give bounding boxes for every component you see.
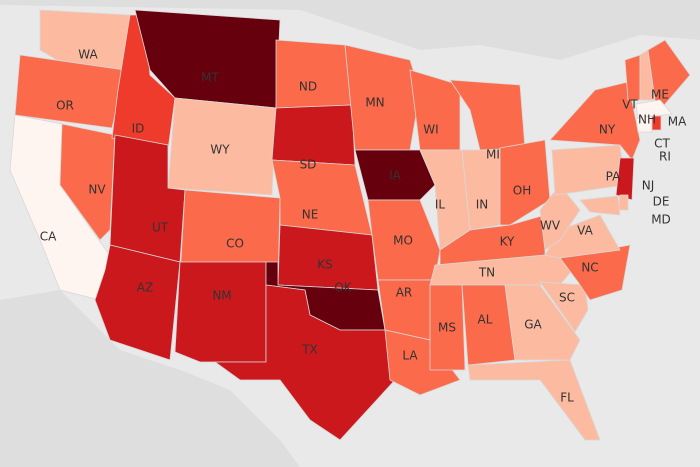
state-label: KS (317, 258, 333, 272)
state-label: ME (651, 88, 669, 102)
state (271, 104, 356, 166)
state (647, 39, 691, 111)
state-label: CA (40, 230, 57, 244)
state-label: CO (226, 237, 244, 251)
state-label: CT (654, 137, 670, 151)
state-label: MS (438, 321, 456, 335)
state (344, 44, 421, 151)
state-label: MD (651, 213, 671, 227)
state-label: TX (301, 343, 318, 357)
state (549, 81, 641, 161)
state-label: MI (486, 148, 500, 162)
mexico (0, 290, 300, 467)
state (635, 99, 673, 119)
state-label: NC (581, 261, 598, 275)
state (624, 54, 641, 101)
state-label: MT (201, 71, 219, 85)
state-label: DE (653, 195, 670, 209)
state-label: WI (423, 123, 438, 137)
state-label: VT (622, 98, 638, 112)
state (174, 261, 267, 363)
state-label: OH (513, 184, 531, 198)
state-label: ND (299, 80, 317, 94)
state-label: VA (577, 224, 593, 238)
state (539, 281, 589, 333)
state (167, 97, 277, 196)
state-label: LA (402, 349, 418, 363)
state-label: GA (524, 318, 542, 332)
state (651, 115, 662, 131)
state-label: AZ (137, 281, 153, 295)
canada (0, 0, 700, 60)
state (213, 284, 396, 441)
state-label: MN (365, 96, 384, 110)
state-label: OK (334, 281, 352, 295)
state-label: NJ (642, 179, 655, 193)
state (504, 284, 581, 361)
state-label: FL (560, 391, 574, 405)
state-label: IA (389, 169, 402, 183)
state (354, 149, 436, 201)
state-label: OR (56, 99, 74, 113)
state-label: SC (559, 291, 575, 305)
state-label: NM (212, 289, 231, 303)
state (615, 157, 635, 201)
state (579, 195, 621, 216)
state (384, 329, 461, 396)
state-label: WA (78, 48, 98, 62)
state (59, 123, 116, 241)
state-label: MO (393, 234, 413, 248)
state-label: WY (210, 143, 230, 157)
state-label: NE (302, 208, 319, 222)
state-label: SD (300, 158, 317, 172)
state (275, 39, 353, 109)
state-label: KY (500, 235, 515, 249)
state-label: IN (476, 198, 489, 212)
state (467, 359, 601, 441)
state (499, 139, 551, 226)
state-label: WV (540, 219, 561, 233)
state-label: RI (659, 150, 671, 164)
state-label: NH (638, 113, 656, 127)
state-label: NY (599, 123, 616, 137)
state-label: PA (606, 170, 621, 184)
state-label: MA (668, 115, 687, 129)
state-label: AL (478, 313, 493, 327)
state-label: TN (478, 266, 495, 280)
state-label: UT (152, 221, 169, 235)
state (14, 54, 126, 129)
state-label: IL (435, 198, 446, 212)
state-label: ID (132, 122, 145, 136)
state (635, 115, 653, 133)
state-label: AR (396, 286, 413, 300)
state-label: NV (88, 183, 106, 197)
state (429, 284, 466, 371)
